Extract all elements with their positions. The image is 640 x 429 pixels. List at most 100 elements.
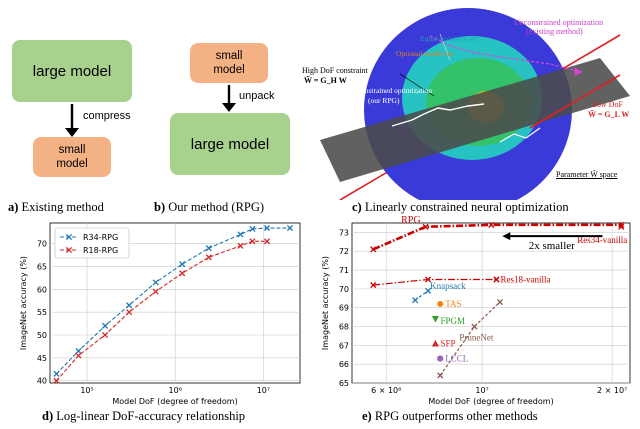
- panel-d: 40 45 50 55 60 65 70 10⁵ 10⁶ 10⁷ Model DoF (degree…: [0, 215, 310, 429]
- series-label-sfp: SFP: [440, 338, 455, 348]
- data-point-sfp: [431, 339, 439, 347]
- constrained-label: Constrained optimization: [356, 86, 433, 95]
- data-point-prunenet: [437, 372, 444, 379]
- data-point-r34-rpg: [53, 370, 60, 377]
- annotation-label: 2x smaller: [529, 240, 575, 252]
- x-tick-label: 10⁷: [257, 386, 270, 395]
- series-label-res34-vanilla: Res34-vanilla: [577, 235, 627, 245]
- annotation-arrowhead: [502, 232, 511, 241]
- low-dof-label: Low DoF: [592, 100, 623, 109]
- data-point-fpgm: [431, 316, 439, 323]
- data-point-r34-rpg: [249, 225, 256, 233]
- caption-c-text: Linearly constrained neural optimization: [364, 200, 569, 214]
- y-tick-label: 72: [339, 247, 349, 256]
- y-tick-label: 71: [339, 266, 349, 275]
- down-arrow-icon: [65, 104, 79, 137]
- data-point-r34-rpg: [263, 224, 271, 232]
- y-tick-label: 70: [339, 285, 349, 294]
- caption-e-letter: e): [362, 409, 372, 423]
- caption-c-letter: c): [352, 200, 362, 214]
- unconstrained-label: Unconstrained optimization: [514, 18, 604, 27]
- y-axis-label: ImageNet accuracy (%): [321, 256, 330, 350]
- unconstrained-path: [429, 35, 583, 73]
- panel-e: 65 66 67 68 69 70 71 72 73 6 × 10⁶ 10⁷ 2 × 10⁷ Model…: [310, 215, 640, 429]
- plot-frame: [351, 222, 631, 384]
- data-point-knapsack: [412, 297, 419, 304]
- x-axis-label: Model DoF (degree of freedom): [112, 397, 237, 406]
- y-tick-label: 67: [339, 341, 349, 350]
- caption-e: e) RPG outperforms other methods: [362, 409, 538, 424]
- data-point-r18-rpg: [152, 288, 159, 295]
- legend-label-r18-rpg: R18-RPG: [83, 246, 118, 255]
- caption-d-text: Log-linear DoF-accuracy relationship: [56, 409, 246, 423]
- caption-b-text: Our method (RPG): [168, 200, 265, 214]
- panel-a: large model compress small model a) Exis…: [0, 0, 160, 230]
- x-tick-label: 10⁵: [80, 386, 93, 395]
- y-tick-label: 50: [37, 331, 47, 340]
- data-point-r34-rpg: [237, 231, 244, 238]
- data-point-r18-rpg: [179, 270, 186, 277]
- data-point-r34-rpg: [126, 302, 133, 309]
- data-point-r18-rpg: [53, 377, 60, 384]
- constrained-path: [391, 103, 485, 127]
- x-axis-label: Model DoF (degree of freedom): [428, 397, 553, 406]
- data-point-r18-rpg: [126, 309, 133, 316]
- small-model-line1: small: [215, 50, 243, 62]
- chart-e: 65 66 67 68 69 70 71 72 73 6 × 10⁶ 10⁷ 2 × 10⁷ Model…: [321, 215, 631, 406]
- data-point-knapsack: [425, 287, 432, 294]
- y-tick-label: 45: [37, 354, 47, 363]
- caption-b-letter: b): [154, 200, 166, 214]
- caption-a-text: Existing method: [21, 200, 104, 214]
- series-label-rpg: RPG: [401, 215, 420, 226]
- data-point-rpg: [425, 276, 432, 283]
- data-point-rpg: [618, 221, 625, 228]
- panel-c: Unconstrained optimization (existing met…: [300, 0, 640, 218]
- data-point-rpg: [370, 246, 377, 253]
- unconstrained-sub-label: (existing method): [526, 27, 583, 36]
- legend-marker-r18-rpg: [65, 246, 73, 254]
- data-point-r34-rpg: [75, 347, 82, 355]
- chart-d: 40 45 50 55 60 65 70 10⁵ 10⁶ 10⁷ Model DoF (degree…: [19, 222, 301, 406]
- caption-a-letter: a): [8, 200, 19, 214]
- data-point-r18-rpg: [263, 238, 271, 245]
- small-model-line1: small: [58, 144, 86, 156]
- data-point-r18-rpg: [101, 331, 109, 339]
- legend-marker-r34-rpg: [65, 233, 73, 241]
- y-tick-label: 73: [339, 228, 349, 237]
- data-point-r18-rpg: [237, 242, 244, 249]
- series-label-fpgm: FPGM: [440, 316, 465, 326]
- x-tick-label: 10⁷: [475, 386, 488, 395]
- data-point-r34-rpg: [101, 322, 109, 329]
- x-tick-label: 2 × 10⁷: [597, 386, 627, 395]
- data-point-r18-rpg: [249, 238, 256, 245]
- y-axis-label: ImageNet accuracy (%): [19, 256, 28, 350]
- y-tick-label: 40: [37, 377, 47, 386]
- caption-a: a) Existing method: [8, 200, 104, 215]
- series-label-knapsack: Knapsack: [430, 281, 466, 291]
- data-point-rpg: [488, 221, 495, 228]
- data-point-r18-rpg: [205, 254, 212, 261]
- y-tick-label: 65: [37, 262, 47, 271]
- data-point-rpg: [370, 282, 377, 289]
- data-point-r34-rpg: [152, 279, 159, 286]
- data-point-res34-vanilla: [618, 223, 625, 230]
- x-tick-label: 10⁶: [169, 386, 182, 395]
- small-model-box: small model: [190, 43, 268, 83]
- data-point-r18-rpg: [75, 352, 82, 359]
- high-dof-formula: W̃ = G_H W: [304, 76, 347, 85]
- y-tick-label: 66: [339, 360, 349, 369]
- small-model-line2: model: [213, 64, 245, 76]
- data-point-prunenet: [471, 323, 478, 330]
- data-point-prunenet: [496, 298, 504, 306]
- small-model-line2: model: [56, 158, 88, 170]
- y-tick-label: 68: [339, 323, 349, 332]
- data-point-r34-rpg: [205, 245, 212, 252]
- unpack-label: unpack: [239, 90, 275, 102]
- data-point-r34-rpg: [286, 224, 294, 232]
- series-line-r18-rpg: [56, 240, 268, 382]
- optional-model-label: Optional model set: [396, 49, 454, 58]
- constrained-sub-label: (our RPG): [368, 96, 400, 105]
- series-line-rpg: [372, 223, 622, 251]
- y-tick-label: 60: [37, 285, 47, 294]
- down-arrow-icon: [222, 85, 236, 112]
